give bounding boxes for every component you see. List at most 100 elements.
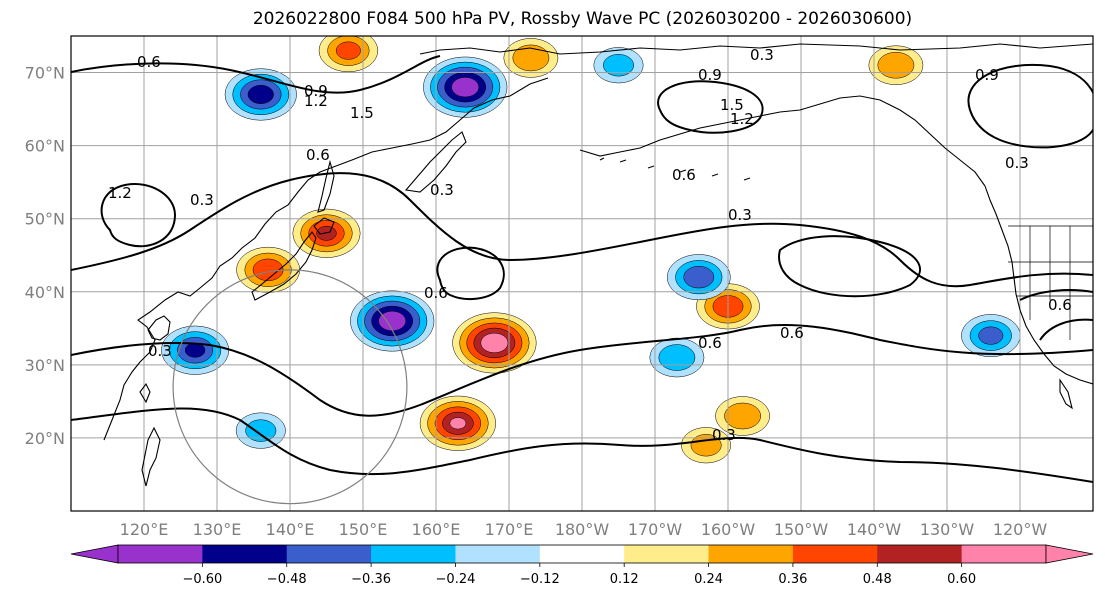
contour-label: 1.2 — [108, 184, 132, 202]
contour-label: 0.9 — [975, 66, 999, 84]
anomaly-contour-fill — [978, 326, 1004, 345]
contour-label: 0.3 — [430, 181, 454, 199]
colorbar-box — [202, 545, 288, 563]
anomaly-feature — [235, 412, 286, 449]
colorbar-box — [539, 545, 625, 563]
contour-label: 0.6 — [780, 324, 804, 342]
anomaly-contour-fill — [724, 402, 761, 430]
colorbar-box — [118, 545, 203, 563]
contour-label: 0.6 — [424, 284, 448, 302]
anomaly-feature — [161, 325, 230, 375]
contour-label: 0.6 — [137, 53, 161, 71]
anomaly-feature — [649, 337, 705, 378]
contour-0.9-ridge — [71, 55, 441, 94]
contour-label: 0.6 — [306, 146, 330, 164]
colorbar-box — [455, 545, 541, 563]
colorbar: −0.60 −0.48 −0.36 −0.24 −0.12 0.12 0.24 0.36 0.4… — [70, 544, 1094, 587]
contour-label: 1.2 — [730, 110, 754, 128]
pv-contours — [71, 55, 1093, 483]
contour-0.3-gulf — [778, 235, 921, 298]
anomaly-contour-fill — [245, 419, 277, 442]
latitude-labels: 70°N 60°N 50°N 40°N 30°N 20°N — [25, 64, 65, 448]
pv-anomaly-shading — [161, 36, 1021, 464]
anomaly-contour-fill — [449, 417, 467, 430]
colorbar-tick-label: −0.60 — [182, 572, 222, 587]
contour-label: 0.9 — [698, 66, 722, 84]
longitude-label: 140°W — [847, 520, 902, 539]
contour-0.6-subtropical — [71, 323, 1093, 417]
contour-label: 1.5 — [720, 96, 744, 114]
coastline-kamchatka — [404, 131, 467, 193]
coastline-philippines — [141, 426, 161, 487]
anomaly-feature — [503, 38, 559, 78]
colorbar-tick-label: 0.48 — [863, 572, 892, 587]
colorbar-tick-label: −0.24 — [436, 572, 476, 587]
anomaly-contour-fill — [184, 342, 206, 358]
state-lines — [1008, 226, 1093, 340]
longitude-label: 140°E — [266, 520, 315, 539]
latitude-label: 30°N — [25, 356, 65, 375]
colorbar-box — [961, 545, 1047, 563]
anomaly-contour-fill — [480, 332, 509, 353]
anomaly-contour-fill — [451, 77, 480, 98]
contour-closed-low-arctic — [967, 64, 1093, 149]
contour-closed-low-west — [100, 183, 177, 248]
anomaly-feature — [292, 208, 361, 258]
anomaly-feature — [419, 395, 496, 451]
coastline-north-america-west — [984, 185, 1093, 385]
colorbar-box — [371, 545, 457, 563]
anomaly-contour-fill — [683, 266, 715, 289]
coastline-sakhalin — [317, 159, 335, 213]
colorbar-box — [624, 545, 710, 563]
coastline-alaska — [579, 95, 986, 187]
anomaly-contour-fill — [603, 54, 634, 77]
contour-label: 0.3 — [750, 46, 774, 64]
contour-label: 0.6 — [672, 166, 696, 184]
latitude-label: 60°N — [25, 137, 65, 156]
longitude-labels: 120°E 130°E 140°E 150°E 160°E 170°E 180°W 170°W… — [120, 520, 1048, 539]
colorbar-box — [286, 545, 372, 563]
contour-label: 0.3 — [148, 342, 172, 360]
anomaly-contour-fill — [512, 44, 550, 72]
colorbar-box — [792, 545, 878, 563]
contour-label: 0.3 — [728, 206, 752, 224]
anomaly-contour-fill — [378, 310, 407, 332]
coastline-arctic — [419, 43, 1093, 55]
longitude-label: 150°E — [339, 520, 388, 539]
colorbar-tick-label: 0.60 — [947, 572, 976, 587]
contour-label: 0.6 — [1048, 296, 1072, 314]
us-borders — [1008, 225, 1093, 340]
colorbar-box — [708, 545, 794, 563]
colorbar-tick-label: 0.12 — [610, 572, 639, 587]
colorbar-boxes — [117, 544, 1047, 564]
anomaly-feature — [961, 314, 1021, 358]
map-title: 2026022800 F084 500 hPa PV, Rossby Wave … — [252, 9, 913, 29]
contour-label: 0.3 — [712, 426, 736, 444]
contour-label: 1.5 — [350, 104, 374, 122]
contour-label: 1.2 — [304, 92, 328, 110]
contour-0.3-south — [71, 407, 1093, 483]
contour-label: 0.9 — [304, 82, 328, 100]
latitude-label: 70°N — [25, 64, 65, 83]
colorbar-tick-labels: −0.60 −0.48 −0.36 −0.24 −0.12 0.12 0.24 0.36 0.4… — [182, 563, 976, 587]
latitude-label: 50°N — [25, 210, 65, 229]
coastline-baja — [1059, 378, 1073, 410]
anomaly-feature — [868, 45, 924, 85]
colorbar-tick-label: 0.36 — [778, 572, 807, 587]
anomaly-contour-fill — [247, 85, 274, 104]
anomaly-contour-fill — [335, 41, 361, 60]
coastline-japan-honshu — [251, 231, 317, 301]
contour-labels: 0.6 0.9 1.2 1.5 0.3 0.6 0.9 1.5 1.2 0.3 … — [108, 46, 1072, 444]
colorbar-tick-label: −0.48 — [267, 572, 307, 587]
anomaly-feature — [715, 396, 770, 436]
contour-label: 0.3 — [190, 191, 214, 209]
coastline-asia — [103, 77, 549, 441]
coastlines — [103, 43, 1093, 487]
colorbar-box — [877, 545, 963, 563]
anomaly-feature — [666, 254, 731, 301]
contour-0.6-east — [1019, 289, 1093, 341]
colorbar-under-arrow — [70, 544, 119, 564]
longitude-label: 130°W — [920, 520, 975, 539]
longitude-label: 180°W — [555, 520, 610, 539]
